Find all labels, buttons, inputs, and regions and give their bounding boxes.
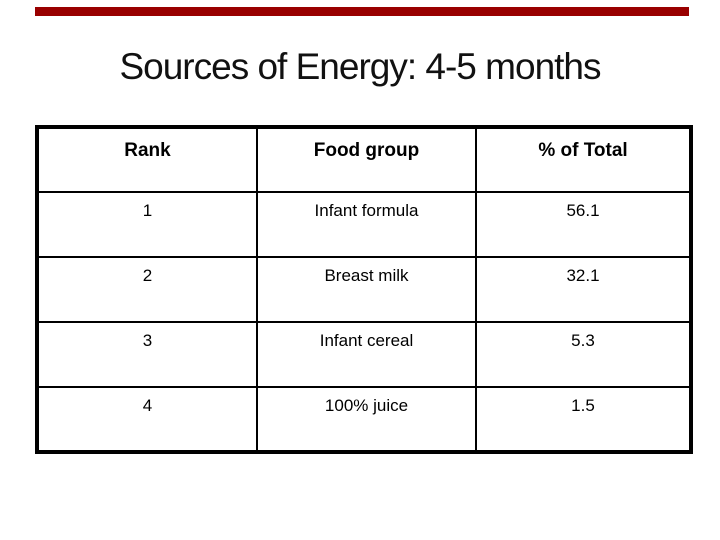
cell-rank: 3 [36,321,258,388]
energy-sources-table: Rank Food group % of Total 1 Infant form… [35,125,693,454]
header-row: Rank Food group % of Total [36,126,692,193]
slide-title: Sources of Energy: 4-5 months [119,46,601,87]
table-body: 1 Infant formula 56.1 2 Breast milk 32.1… [36,191,692,453]
cell-food-group: Breast milk [256,256,477,323]
table-row: 2 Breast milk 32.1 [36,256,692,323]
cell-food-group: Infant cereal [256,321,477,388]
cell-percent-of-total: 56.1 [475,191,692,258]
column-header-food-group: Food group [256,126,477,193]
column-header-percent-of-total: % of Total [475,126,692,193]
table-header: Rank Food group % of Total [36,126,692,193]
column-header-rank: Rank [36,126,258,193]
table-row: 4 100% juice 1.5 [36,386,692,453]
cell-food-group: Infant formula [256,191,477,258]
table-row: 1 Infant formula 56.1 [36,191,692,258]
slide-accent-bar [35,7,689,16]
cell-rank: 2 [36,256,258,323]
cell-rank: 1 [36,191,258,258]
cell-food-group: 100% juice [256,386,477,453]
cell-percent-of-total: 32.1 [475,256,692,323]
cell-rank: 4 [36,386,258,453]
cell-percent-of-total: 5.3 [475,321,692,388]
table-row: 3 Infant cereal 5.3 [36,321,692,388]
cell-percent-of-total: 1.5 [475,386,692,453]
